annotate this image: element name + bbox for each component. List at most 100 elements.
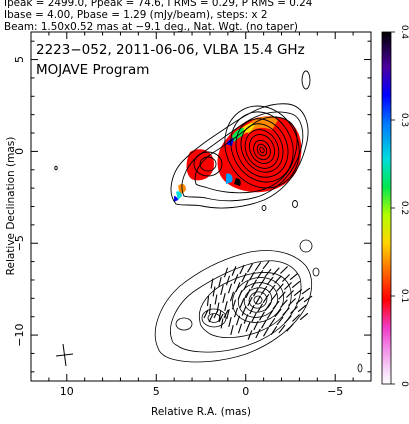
evpa-tick xyxy=(274,275,282,284)
evpa-ticks xyxy=(203,260,313,340)
evpa-tick xyxy=(303,295,313,303)
evpa-tick xyxy=(276,316,284,326)
evpa-tick xyxy=(286,323,294,332)
evpa-tick xyxy=(228,317,232,327)
y-tick-label: −5 xyxy=(13,235,26,251)
evpa-tick xyxy=(272,300,280,310)
evpa-tick xyxy=(247,330,253,340)
colorbar-ticks: 0 0.1 0.2 0.3 0.4 xyxy=(391,25,409,387)
evpa-tick xyxy=(257,303,263,313)
evpa-tick xyxy=(301,287,311,295)
evpa-tick xyxy=(235,282,241,292)
evpa-tick xyxy=(220,285,224,295)
evpa-tick xyxy=(278,291,286,300)
evpa-tick xyxy=(261,319,267,329)
evpa-tick xyxy=(241,306,247,316)
evpa-tick xyxy=(208,313,214,323)
beam-symbol xyxy=(55,343,74,367)
evpa-tick xyxy=(203,309,209,319)
y-tick-label: −10 xyxy=(13,323,26,346)
evpa-tick xyxy=(253,320,259,331)
evpa-tick xyxy=(295,296,305,305)
polarized-intensity-contours xyxy=(154,239,363,373)
evpa-tick xyxy=(218,313,224,323)
evpa-tick xyxy=(264,302,272,311)
evpa-tick xyxy=(280,299,288,308)
evpa-tick xyxy=(292,314,300,322)
header-line-3: Beam: 1.50x0.52 mas at −9.1 deg., Nat. W… xyxy=(4,21,298,33)
evpa-tick xyxy=(258,278,266,287)
evpa-tick xyxy=(233,307,239,318)
evpa-tick xyxy=(243,314,249,324)
x-tick-label: 5 xyxy=(153,385,160,398)
evpa-tick xyxy=(278,324,286,334)
evpa-tick xyxy=(226,309,230,319)
evpa-tick xyxy=(214,294,218,305)
evpa-tick xyxy=(276,283,284,292)
y-tick-label: 5 xyxy=(13,56,26,63)
evpa-tick xyxy=(270,292,278,302)
evpa-tick xyxy=(262,260,270,270)
evpa-tick xyxy=(247,296,253,307)
colorbar xyxy=(381,31,392,385)
y-tick-label: 0 xyxy=(13,148,26,155)
evpa-tick xyxy=(224,301,228,311)
evpa-tick xyxy=(223,309,229,319)
evpa-tick xyxy=(255,328,261,339)
axis-tick-labels: 10 5 0 −5 5 0 −5 −10 xyxy=(13,56,343,398)
evpa-tick xyxy=(274,308,282,318)
evpa-tick xyxy=(213,309,219,319)
evpa-tick xyxy=(231,266,237,276)
evpa-tick xyxy=(256,270,264,279)
evpa-tick xyxy=(293,288,303,297)
evpa-tick xyxy=(288,298,296,306)
evpa-tick xyxy=(291,280,301,289)
evpa-tick xyxy=(235,315,241,326)
evpa-tick xyxy=(280,266,288,274)
evpa-tick xyxy=(237,290,243,300)
axis-ticks xyxy=(30,32,372,381)
evpa-tick xyxy=(254,262,262,271)
evpa-tick xyxy=(272,267,280,276)
x-tick-label: −5 xyxy=(327,385,343,398)
evpa-tick xyxy=(251,279,257,289)
evpa-tick xyxy=(266,276,274,286)
evpa-tick xyxy=(255,295,261,305)
evpa-tick xyxy=(299,312,309,321)
evpa-tick xyxy=(286,290,294,298)
evpa-tick xyxy=(206,295,210,307)
evpa-tick xyxy=(282,274,290,282)
evpa-tick xyxy=(262,294,270,303)
evpa-tick xyxy=(245,322,251,332)
x-tick-label: 0 xyxy=(242,385,249,398)
evpa-tick xyxy=(247,263,253,273)
header-line-2: Ibase = 4.00, Pbase = 1.29 (mJy/beam), s… xyxy=(4,9,268,21)
evpa-tick xyxy=(222,293,226,303)
evpa-tick xyxy=(208,303,212,315)
evpa-tick xyxy=(243,280,249,291)
evpa-tick xyxy=(270,326,278,335)
colorbar-tick-label: 0.3 xyxy=(399,113,409,127)
evpa-tick xyxy=(282,307,290,316)
evpa-tick xyxy=(268,318,276,327)
header-line-1: Ipeak = 2499.0, Ppeak = 74.6, I RMS = 0.… xyxy=(4,0,313,9)
evpa-tick xyxy=(266,310,274,319)
evpa-tick xyxy=(227,283,233,294)
evpa-tick xyxy=(268,284,276,294)
colorbar-tick-label: 0 xyxy=(399,381,409,387)
evpa-tick xyxy=(284,282,292,290)
evpa-tick xyxy=(289,272,299,281)
evpa-tick xyxy=(225,275,231,286)
evpa-tick xyxy=(218,277,222,287)
evpa-tick xyxy=(245,288,251,299)
evpa-tick xyxy=(260,286,268,295)
evpa-tick xyxy=(237,323,243,334)
x-tick-label: 10 xyxy=(60,385,74,398)
colorbar-tick-label: 0.4 xyxy=(399,25,409,40)
evpa-tick xyxy=(284,315,292,324)
total-intensity-contours xyxy=(54,70,311,211)
evpa-tick xyxy=(229,291,235,302)
x-axis-label: Relative R.A. (mas) xyxy=(151,406,251,418)
chart-subtitle: MOJAVE Program xyxy=(36,62,149,78)
